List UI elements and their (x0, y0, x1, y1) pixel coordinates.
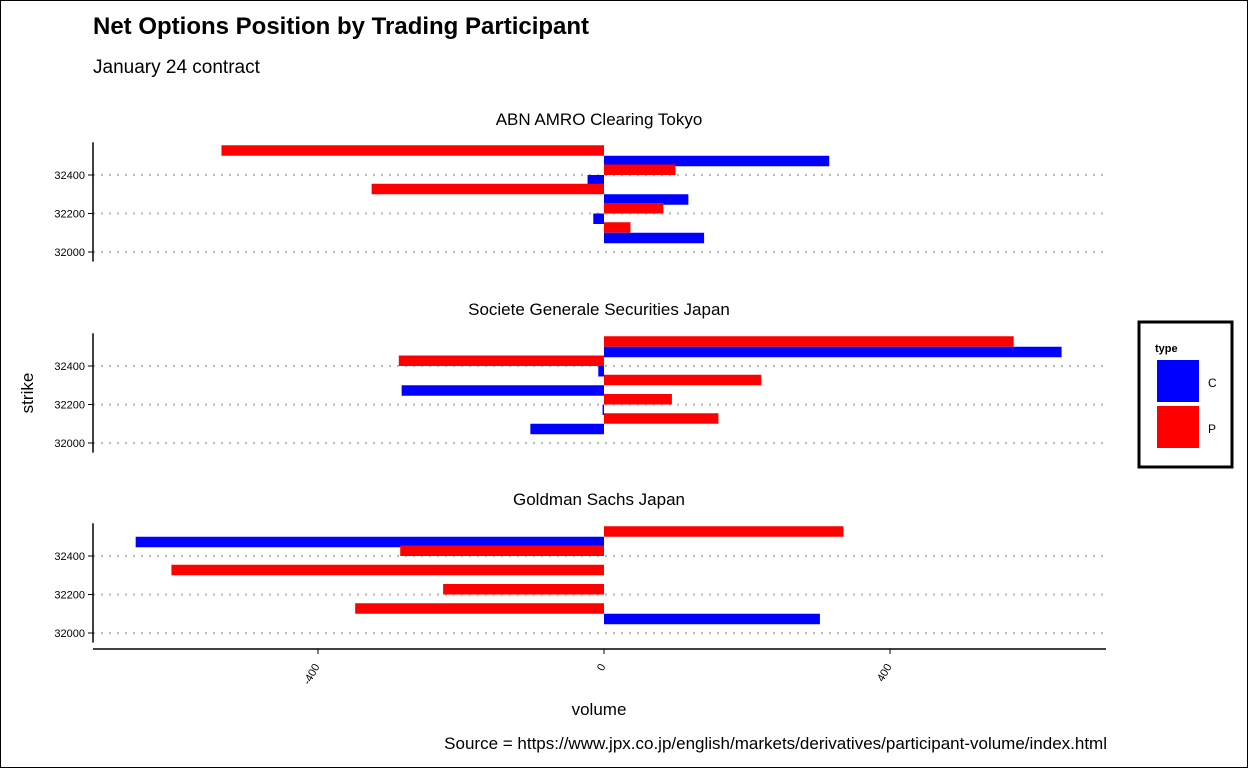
bar-p (604, 413, 719, 424)
bar-c (598, 366, 604, 377)
y-tick-label: 32400 (54, 170, 85, 182)
legend-swatch-c (1157, 360, 1199, 402)
bar-p (355, 603, 604, 614)
bar-p (604, 394, 672, 405)
bar-c (604, 346, 1062, 358)
legend-title: type (1155, 343, 1178, 355)
y-axis-title: strike (18, 373, 37, 414)
y-tick-label: 32400 (54, 361, 85, 373)
bar-p (371, 183, 604, 195)
bar-p (171, 564, 605, 576)
chart-subtitle: January 24 contract (93, 57, 260, 78)
bar-c (604, 194, 689, 205)
y-tick-label: 32200 (54, 400, 85, 412)
facet-title: ABN AMRO Clearing Tokyo (496, 110, 703, 129)
bar-c (587, 175, 604, 186)
bar-p (604, 164, 676, 175)
bar-p (398, 355, 604, 366)
bar-p (604, 526, 844, 537)
bar-p (604, 374, 762, 386)
bar-p (604, 203, 664, 214)
bar-c (593, 213, 604, 224)
facet-title: Societe Generale Securities Japan (468, 300, 730, 319)
legend-label: P (1208, 422, 1216, 436)
bar-c (401, 385, 604, 396)
legend-swatch-p (1157, 406, 1199, 448)
bar-p (604, 336, 1014, 347)
bar-c (530, 423, 604, 435)
bar-p (221, 145, 604, 156)
source-caption: Source = https://www.jpx.co.jp/english/m… (444, 734, 1107, 753)
bar-p (443, 584, 604, 595)
bar-c (604, 232, 705, 244)
y-tick-label: 32000 (54, 628, 85, 640)
x-axis-title: volume (572, 700, 627, 719)
y-tick-label: 32000 (54, 247, 85, 259)
bar-p (604, 222, 631, 233)
legend-label: C (1208, 376, 1217, 390)
y-tick-label: 32000 (54, 438, 85, 450)
y-tick-label: 32200 (54, 590, 85, 602)
x-tick-label: 400 (875, 662, 895, 684)
facet-title: Goldman Sachs Japan (513, 490, 685, 509)
y-tick-label: 32200 (54, 209, 85, 221)
bar-c (135, 536, 605, 548)
bar-p (400, 545, 604, 556)
x-tick-label: -400 (301, 662, 322, 687)
bar-c (604, 613, 820, 625)
x-tick-label: 0 (595, 662, 608, 673)
chart-title: Net Options Position by Trading Particip… (93, 13, 590, 40)
bar-c (602, 404, 604, 415)
bar-c (604, 155, 830, 167)
y-tick-label: 32400 (54, 551, 85, 563)
